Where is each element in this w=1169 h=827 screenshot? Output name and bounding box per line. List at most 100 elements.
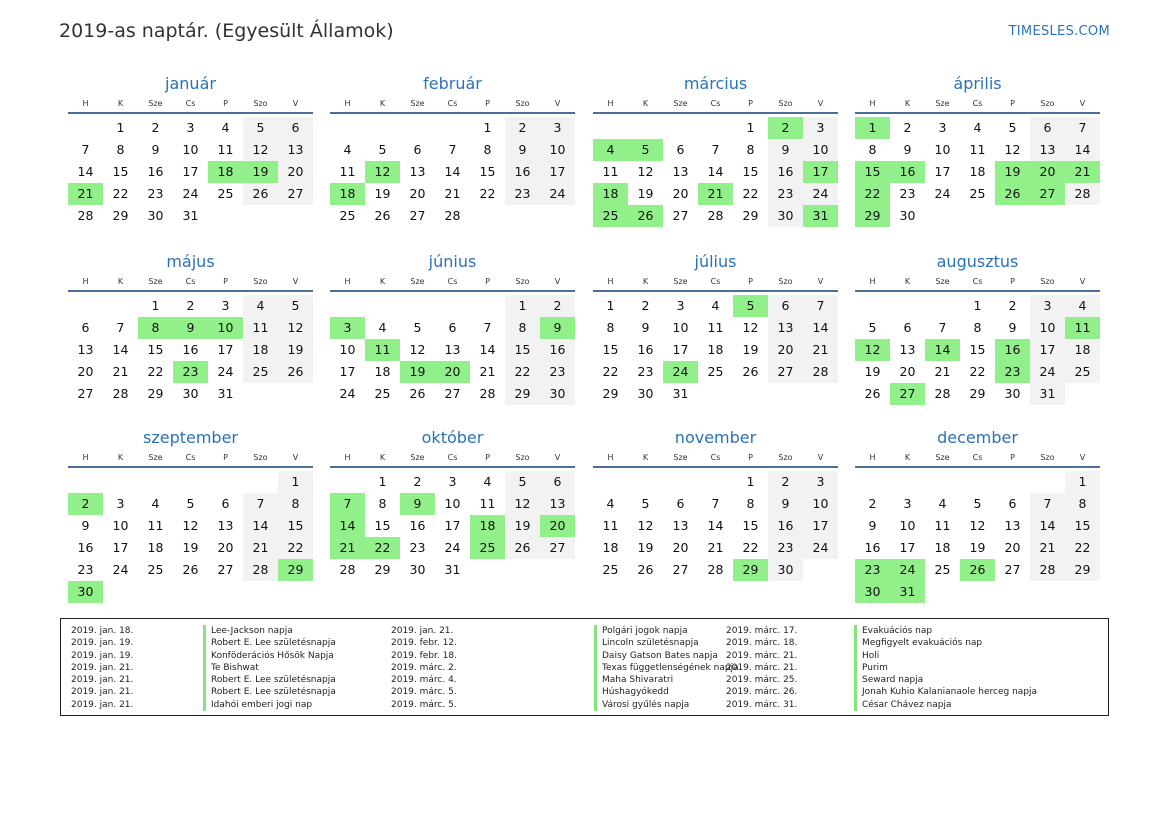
day[interactable]: 30 <box>768 205 803 227</box>
day[interactable]: 5 <box>243 117 278 139</box>
holiday-day[interactable]: 29 <box>733 559 768 581</box>
day[interactable]: 25 <box>1065 361 1100 383</box>
day[interactable]: 25 <box>217 186 234 201</box>
day[interactable]: 26 <box>243 183 278 205</box>
day[interactable]: 28 <box>112 386 129 401</box>
day[interactable]: 28 <box>444 208 461 223</box>
day[interactable]: 9 <box>768 493 803 515</box>
holiday-day[interactable]: 18 <box>470 515 505 537</box>
day[interactable]: 26 <box>409 386 426 401</box>
day[interactable]: 11 <box>217 142 234 157</box>
day[interactable]: 28 <box>934 386 951 401</box>
day[interactable]: 20 <box>899 364 916 379</box>
day[interactable]: 10 <box>934 142 951 157</box>
day[interactable]: 19 <box>864 364 881 379</box>
day[interactable]: 14 <box>479 342 496 357</box>
day[interactable]: 27 <box>672 562 689 577</box>
day[interactable]: 21 <box>479 364 496 379</box>
day[interactable]: 20 <box>278 161 313 183</box>
day[interactable]: 15 <box>602 342 619 357</box>
day[interactable]: 27 <box>278 183 313 205</box>
day[interactable]: 3 <box>803 471 838 493</box>
day[interactable]: 10 <box>899 518 916 533</box>
day[interactable]: 2 <box>768 471 803 493</box>
holiday-day[interactable]: 22 <box>855 183 890 205</box>
day[interactable]: 13 <box>278 139 313 161</box>
holiday-day[interactable]: 21 <box>68 183 103 205</box>
holiday-day[interactable]: 5 <box>628 139 663 161</box>
day[interactable]: 7 <box>1065 117 1100 139</box>
day[interactable]: 4 <box>221 120 230 135</box>
day[interactable]: 29 <box>505 383 540 405</box>
day[interactable]: 6 <box>1030 117 1065 139</box>
day[interactable]: 20 <box>768 339 803 361</box>
day[interactable]: 11 <box>602 164 619 179</box>
day[interactable]: 29 <box>742 208 759 223</box>
day[interactable]: 6 <box>676 142 685 157</box>
day[interactable]: 14 <box>803 317 838 339</box>
day[interactable]: 31 <box>444 562 461 577</box>
day[interactable]: 18 <box>147 540 164 555</box>
day[interactable]: 30 <box>1004 386 1021 401</box>
day[interactable]: 13 <box>444 342 461 357</box>
day[interactable]: 14 <box>1030 515 1065 537</box>
holiday-day[interactable]: 9 <box>540 317 575 339</box>
holiday-day[interactable]: 11 <box>365 339 400 361</box>
day[interactable]: 27 <box>77 386 94 401</box>
day[interactable]: 24 <box>803 183 838 205</box>
day[interactable]: 18 <box>602 540 619 555</box>
day[interactable]: 26 <box>864 386 881 401</box>
day[interactable]: 30 <box>637 386 654 401</box>
day[interactable]: 8 <box>973 320 982 335</box>
day[interactable]: 12 <box>505 493 540 515</box>
day[interactable]: 24 <box>112 562 129 577</box>
day[interactable]: 4 <box>243 295 278 317</box>
day[interactable]: 7 <box>448 142 457 157</box>
day[interactable]: 4 <box>973 120 982 135</box>
holiday-day[interactable]: 7 <box>330 493 365 515</box>
day[interactable]: 25 <box>969 186 986 201</box>
day[interactable]: 21 <box>243 537 278 559</box>
day[interactable]: 5 <box>378 142 387 157</box>
day[interactable]: 10 <box>540 139 575 161</box>
day[interactable]: 19 <box>969 540 986 555</box>
day[interactable]: 19 <box>278 339 313 361</box>
day[interactable]: 27 <box>540 537 575 559</box>
day[interactable]: 26 <box>742 364 759 379</box>
day[interactable]: 17 <box>444 518 461 533</box>
day[interactable]: 15 <box>479 164 496 179</box>
day[interactable]: 27 <box>217 562 234 577</box>
holiday-day[interactable]: 10 <box>208 317 243 339</box>
day[interactable]: 15 <box>374 518 391 533</box>
holiday-day[interactable]: 16 <box>890 161 925 183</box>
day[interactable]: 5 <box>505 471 540 493</box>
day[interactable]: 14 <box>707 518 724 533</box>
holiday-day[interactable]: 21 <box>698 183 733 205</box>
day[interactable]: 15 <box>278 515 313 537</box>
day[interactable]: 19 <box>182 540 199 555</box>
day[interactable]: 2 <box>903 120 912 135</box>
day[interactable]: 1 <box>746 474 755 489</box>
day[interactable]: 17 <box>540 161 575 183</box>
day[interactable]: 29 <box>112 208 129 223</box>
day[interactable]: 24 <box>182 186 199 201</box>
holiday-day[interactable]: 19 <box>400 361 435 383</box>
day[interactable]: 13 <box>409 164 426 179</box>
day[interactable]: 7 <box>1030 493 1065 515</box>
day[interactable]: 9 <box>903 142 912 157</box>
holiday-day[interactable]: 31 <box>890 581 925 603</box>
day[interactable]: 4 <box>606 496 615 511</box>
day[interactable]: 7 <box>938 320 947 335</box>
day[interactable]: 11 <box>969 142 986 157</box>
day[interactable]: 30 <box>182 386 199 401</box>
day[interactable]: 30 <box>409 562 426 577</box>
day[interactable]: 18 <box>969 164 986 179</box>
day[interactable]: 1 <box>483 120 492 135</box>
day[interactable]: 23 <box>147 186 164 201</box>
day[interactable]: 16 <box>505 161 540 183</box>
day[interactable]: 16 <box>147 164 164 179</box>
day[interactable]: 4 <box>151 496 160 511</box>
day[interactable]: 5 <box>1008 120 1017 135</box>
holiday-day[interactable]: 19 <box>243 161 278 183</box>
day[interactable]: 5 <box>413 320 422 335</box>
